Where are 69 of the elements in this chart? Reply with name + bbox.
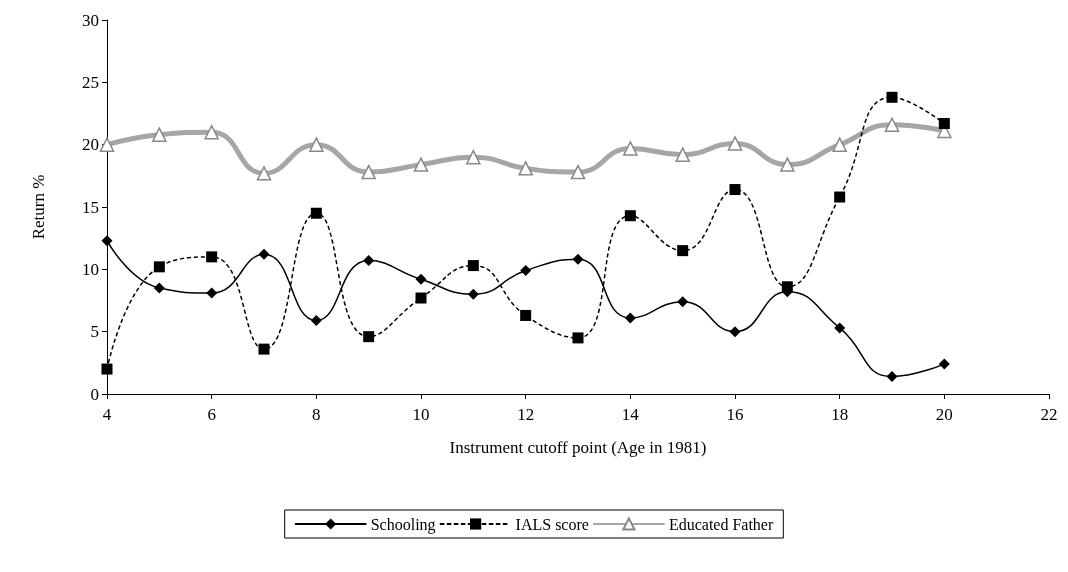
- point: [572, 332, 584, 344]
- x-axis-title: Instrument cutoff point (Age in 1981): [449, 438, 707, 457]
- point: [258, 248, 270, 260]
- point: [363, 331, 375, 343]
- point: [152, 127, 167, 142]
- point: [309, 137, 324, 152]
- y-tick-label: 5: [90, 322, 99, 342]
- point: [101, 235, 113, 247]
- x-tick-label: 6: [207, 405, 216, 424]
- legend-label: Schooling: [370, 515, 436, 534]
- point: [206, 287, 218, 299]
- y-tick-label: 10: [82, 259, 99, 279]
- point: [415, 292, 427, 304]
- point: [780, 157, 795, 172]
- point: [886, 371, 898, 383]
- point: [518, 161, 533, 176]
- x-tick-label: 4: [102, 405, 112, 424]
- point: [204, 124, 219, 140]
- point: [520, 309, 532, 321]
- x-tick-label: 18: [831, 405, 849, 424]
- point: [310, 314, 322, 326]
- point: [729, 326, 741, 338]
- point: [415, 273, 427, 285]
- point: [834, 191, 846, 203]
- point: [413, 157, 429, 172]
- point: [623, 141, 638, 156]
- point: [624, 210, 636, 222]
- point: [467, 260, 479, 272]
- point: [258, 343, 270, 355]
- point: [675, 147, 690, 162]
- legend-label: Educated Father: [668, 515, 774, 533]
- x-tick-label: 22: [1040, 405, 1058, 424]
- point: [467, 288, 479, 300]
- point: [101, 363, 113, 375]
- point: [361, 164, 376, 180]
- point: [310, 207, 322, 219]
- point: [572, 253, 584, 265]
- point: [363, 255, 375, 267]
- x-tick-label: 8: [312, 405, 321, 424]
- x-tick-label: 14: [621, 405, 640, 424]
- point: [153, 282, 165, 294]
- point: [729, 184, 741, 196]
- y-tick-label: 30: [82, 10, 99, 30]
- point: [884, 117, 900, 132]
- y-tick-label: 0: [90, 384, 99, 404]
- x-tick-label: 20: [935, 405, 953, 424]
- x-tick-label: 10: [412, 405, 430, 424]
- point: [466, 149, 481, 165]
- y-tick-label: 15: [82, 197, 99, 217]
- point: [256, 166, 272, 181]
- point: [727, 136, 743, 151]
- y-tick-label: 25: [82, 72, 99, 92]
- point: [938, 117, 950, 129]
- y-axis-title: Return %: [29, 174, 48, 240]
- point: [677, 296, 689, 308]
- point: [832, 137, 847, 152]
- x-tick-label: 16: [726, 405, 744, 424]
- point: [886, 91, 898, 103]
- x-tick-label: 12: [517, 405, 535, 424]
- y-tick-label: 20: [82, 135, 99, 155]
- point: [153, 261, 165, 273]
- point: [834, 322, 846, 334]
- point: [624, 312, 636, 324]
- point: [206, 251, 218, 263]
- point: [570, 164, 586, 180]
- point: [677, 245, 689, 257]
- point: [520, 265, 532, 277]
- point: [938, 358, 950, 370]
- legend-label: IALS score: [515, 515, 589, 533]
